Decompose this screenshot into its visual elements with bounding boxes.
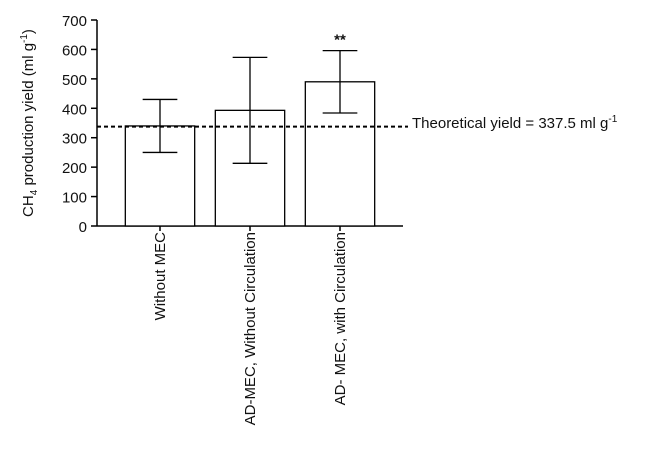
y-tick-label: 0 [79,219,87,236]
y-tick-label: 400 [62,101,87,118]
reference-label-sup: -1 [608,114,617,125]
y-label-sub: 4 [29,189,40,195]
y-tick-label: 700 [62,13,87,30]
y-tick-label: 200 [62,160,87,177]
y-label-part: ) [20,29,37,34]
x-tick-label: Without MEC [152,232,169,321]
y-label-part: CH [20,195,37,217]
annotation: ** [334,32,346,49]
y-label-sup: -1 [19,34,30,43]
y-label-part: production yield (ml g [20,43,37,190]
y-tick-label: 300 [62,131,87,148]
reference-label-part: Theoretical yield = 337.5 ml g [412,115,608,132]
reference-label: Theoretical yield = 337.5 ml g-1 [412,114,618,132]
y-tick-label: 100 [62,190,87,207]
y-axis-label: CH4 production yield (ml g-1) [19,29,40,217]
x-tick-label: AD-MEC, Without Circulation [242,232,259,425]
y-tick-label: 600 [62,42,87,59]
x-tick-label: AD- MEC, with Circulation [332,232,349,405]
y-tick-label: 500 [62,72,87,89]
